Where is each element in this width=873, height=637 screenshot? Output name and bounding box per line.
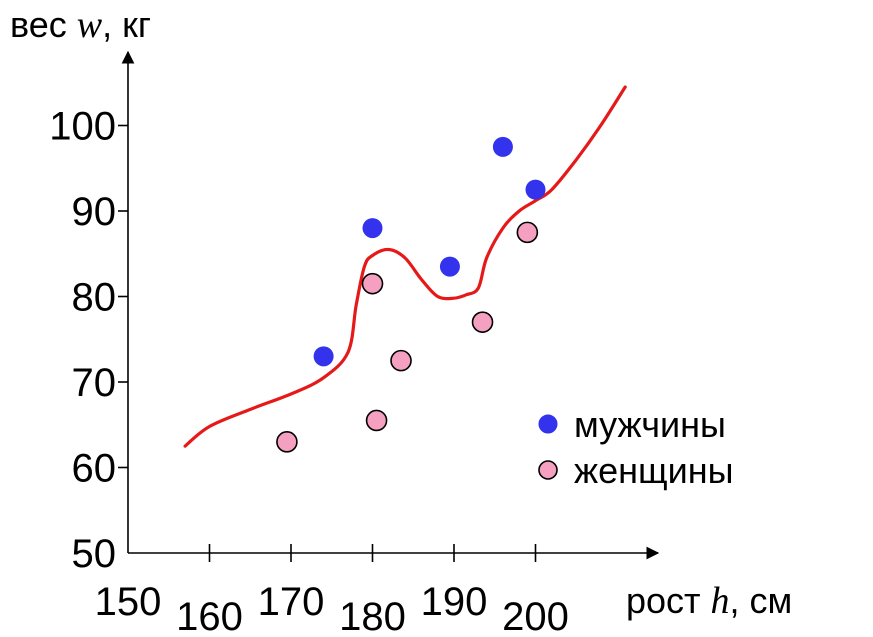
x-axis-label-var: h bbox=[711, 580, 730, 622]
y-axis-label-var: w bbox=[77, 4, 103, 46]
women-point bbox=[276, 431, 298, 453]
y-tick-label: 70 bbox=[72, 361, 117, 405]
men-point bbox=[313, 346, 334, 367]
trend-curve bbox=[183, 85, 627, 448]
men-point bbox=[525, 179, 546, 200]
y-axis-label: вес w, кг bbox=[10, 4, 151, 46]
x-axis-label: рост h, см bbox=[626, 580, 792, 622]
x-axis-label-prefix: рост bbox=[626, 580, 711, 621]
x-tick-label: 150 bbox=[95, 580, 162, 624]
y-ticks: 50 60 70 80 90 100 bbox=[49, 105, 128, 576]
legend-marker-women bbox=[538, 460, 558, 480]
y-tick-label: 100 bbox=[49, 105, 116, 149]
women-point bbox=[361, 272, 384, 295]
men-point bbox=[492, 136, 513, 157]
women-point bbox=[365, 409, 388, 432]
men-point bbox=[362, 218, 383, 239]
y-axis-label-prefix: вес bbox=[10, 4, 77, 45]
y-tick-label: 90 bbox=[72, 190, 117, 234]
legend-marker-men bbox=[538, 414, 558, 434]
y-tick-label: 80 bbox=[72, 276, 117, 320]
data-points bbox=[276, 136, 546, 453]
x-tick-label: 190 bbox=[421, 580, 488, 624]
x-axis-label-suffix: , см bbox=[730, 580, 793, 621]
x-tick-label: 180 bbox=[339, 595, 406, 637]
y-axis-label-suffix: , кг bbox=[102, 4, 151, 45]
women-point bbox=[390, 349, 412, 372]
legend-label-women: женщины bbox=[574, 450, 733, 491]
legend-label-men: мужчины bbox=[574, 404, 726, 445]
x-tick-label: 170 bbox=[258, 580, 325, 624]
x-ticks: 150 160 170 180 190 200 bbox=[95, 544, 569, 637]
y-tick-label: 60 bbox=[72, 447, 117, 491]
x-tick-label: 200 bbox=[502, 595, 569, 637]
women-point bbox=[516, 221, 539, 244]
legend: мужчины женщины bbox=[538, 404, 733, 491]
y-tick-label: 50 bbox=[72, 532, 117, 576]
men-point bbox=[439, 256, 460, 277]
women-point bbox=[471, 311, 494, 333]
x-tick-label: 160 bbox=[176, 595, 243, 637]
